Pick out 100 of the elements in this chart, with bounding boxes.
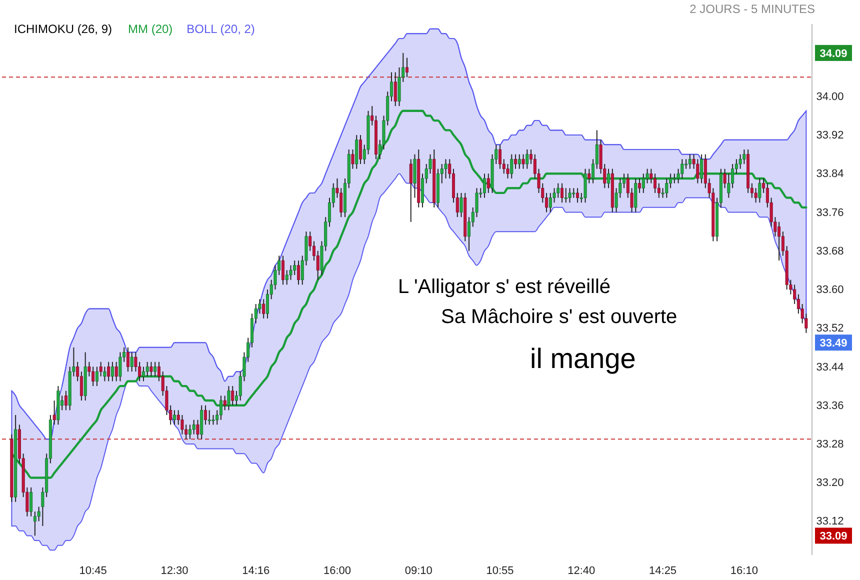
- candlestick: [64, 390, 68, 411]
- annotation: L 'Alligator s' est réveillé: [398, 276, 611, 298]
- candlestick: [150, 361, 153, 377]
- candlestick: [192, 419, 196, 435]
- candlestick: [231, 386, 234, 406]
- candlestick: [204, 404, 207, 426]
- x-tick-label: 10:55: [486, 564, 514, 577]
- candlestick: [219, 395, 222, 420]
- candlestick: [754, 188, 758, 204]
- candlestick: [483, 173, 486, 198]
- annotation: 33.09: [820, 530, 848, 543]
- candlestick: [588, 168, 591, 184]
- candlestick: [738, 154, 742, 170]
- candlestick: [638, 178, 642, 194]
- y-tick-label: 33.44: [816, 361, 844, 374]
- annotation: ICHIMOKU (26, 9): [14, 22, 112, 36]
- annotation: il mange: [530, 343, 636, 374]
- y-tick-label: 33.68: [816, 245, 844, 258]
- candlestick: [607, 168, 610, 189]
- y-tick-label: 33.12: [816, 516, 844, 528]
- x-tick-label: 16:10: [730, 564, 758, 577]
- x-tick-label: 10:45: [79, 564, 107, 577]
- y-tick-label: 33.20: [816, 477, 844, 490]
- candlestick: [688, 154, 692, 170]
- candlestick: [107, 361, 110, 382]
- candlestick: [30, 486, 33, 517]
- candlestick: [526, 149, 529, 170]
- candlestick: [409, 158, 412, 222]
- candlestick: [358, 134, 362, 164]
- candlestick: [568, 188, 572, 204]
- chart-subtitle: 2 JOURS - 5 MINUTES: [690, 2, 815, 16]
- annotation: 33.49: [820, 338, 848, 350]
- candlestick: [672, 173, 676, 184]
- candlestick: [778, 221, 781, 262]
- candlestick: [95, 366, 98, 387]
- candlestick: [92, 366, 95, 387]
- candlestick: [296, 260, 300, 286]
- candlestick: [548, 192, 552, 213]
- candlestick: [460, 192, 463, 218]
- candlestick: [486, 173, 490, 194]
- text: MM (20): [128, 22, 173, 36]
- x-tick-label: 12:30: [160, 564, 188, 577]
- candlestick: [114, 361, 118, 382]
- annotation: Sa Mâchoire s' est ouverte: [441, 306, 678, 328]
- candlestick: [103, 366, 106, 382]
- candlestick: [340, 188, 343, 218]
- candlestick: [700, 154, 704, 184]
- candlestick: [564, 188, 568, 204]
- candlestick: [172, 410, 176, 426]
- x-tick-label: 09:10: [404, 564, 432, 577]
- candlestick: [351, 149, 354, 170]
- candlestick: [142, 366, 145, 382]
- candlestick: [576, 188, 580, 204]
- candlestick: [146, 361, 149, 377]
- candlestick: [281, 255, 284, 286]
- candlestick: [545, 192, 548, 213]
- candlestick: [518, 154, 521, 170]
- candlestick: [522, 154, 525, 170]
- candlestick: [406, 57, 408, 78]
- y-tick-label: 33.60: [816, 284, 844, 296]
- y-tick-label: 33.28: [816, 438, 844, 450]
- candlestick: [758, 178, 762, 204]
- y-tick-label: 33.92: [816, 130, 844, 142]
- candlestick: [154, 361, 157, 377]
- candlestick: [262, 298, 266, 319]
- candlestick: [514, 154, 518, 170]
- candlestick: [130, 352, 134, 372]
- candlestick: [138, 361, 142, 382]
- candlestick: [293, 260, 296, 276]
- x-tick-label: 16:00: [323, 564, 352, 577]
- candlestick: [110, 361, 114, 382]
- candlestick: [572, 188, 576, 198]
- y-tick-label: 33.84: [816, 168, 844, 180]
- candlestick: [642, 173, 645, 194]
- candlestick: [118, 352, 122, 382]
- y-tick-label: 33.36: [816, 400, 844, 412]
- candlestick: [696, 158, 700, 184]
- candlestick: [188, 424, 192, 440]
- annotation: 34.09: [820, 48, 848, 60]
- candlestick: [654, 173, 657, 194]
- candlestick: [498, 144, 502, 170]
- candlestick: [285, 270, 288, 286]
- candlestick: [196, 419, 200, 440]
- candlestick: [223, 395, 226, 411]
- y-tick-label: 33.76: [816, 206, 844, 219]
- candlestick: [510, 154, 514, 179]
- candlestick: [289, 264, 292, 280]
- x-tick-label: 12:40: [568, 564, 596, 577]
- candlestick: [556, 182, 560, 198]
- text: BOLL (20, 2): [186, 22, 255, 36]
- candlestick: [208, 410, 211, 426]
- candlestick: [506, 163, 510, 179]
- candlestick: [560, 182, 564, 204]
- candlestick: [665, 178, 668, 198]
- y-tick-label: 34.00: [816, 90, 844, 103]
- candlestick: [227, 386, 230, 411]
- candlestick: [33, 511, 36, 536]
- x-tick-label: 14:25: [649, 564, 677, 577]
- x-tick-label: 14:16: [242, 564, 270, 577]
- candlestick: [394, 72, 397, 107]
